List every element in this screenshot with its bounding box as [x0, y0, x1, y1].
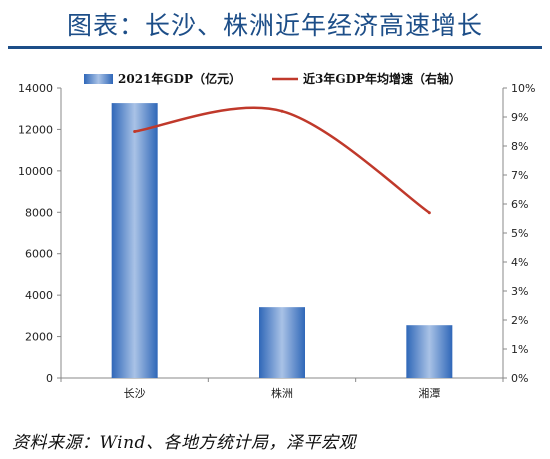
growth-point-1	[280, 109, 284, 113]
left-y-axis: 0 2000 4000 6000 8000 10000 12000 14000	[18, 82, 62, 385]
legend-bar-label: 2021年GDP（亿元）	[118, 71, 241, 86]
legend-line-label: 近3年GDP年均增速（右轴）	[303, 71, 461, 86]
x-tick-label: 株洲	[271, 386, 293, 400]
right-tick-label: 7%	[511, 169, 528, 182]
growth-point-2	[427, 211, 431, 215]
figure-title: 图表：长沙、株洲近年经济高速增长	[66, 11, 483, 40]
left-tick-label: 12000	[18, 123, 53, 136]
right-tick-label: 9%	[511, 111, 528, 124]
right-tick-label: 10%	[511, 82, 535, 95]
bar-series	[111, 103, 453, 379]
right-tick-label: 6%	[511, 198, 528, 211]
right-tick-label: 5%	[511, 227, 528, 240]
right-tick-label: 4%	[511, 256, 528, 269]
left-tick-label: 2000	[25, 331, 53, 344]
x-tick-label: 长沙	[124, 387, 146, 400]
bar-1	[259, 307, 305, 378]
title-rule	[8, 46, 542, 49]
left-tick-label: 6000	[25, 248, 53, 261]
line-series	[133, 106, 431, 215]
left-tick-label: 0	[46, 372, 53, 385]
bar-0	[111, 103, 158, 379]
right-tick-label: 3%	[511, 285, 528, 298]
growth-line	[134, 106, 431, 214]
source-note: 资料来源：Wind、各地方统计局，泽平宏观	[12, 433, 356, 453]
legend: 2021年GDP（亿元） 近3年GDP年均增速（右轴）	[84, 71, 461, 86]
x-axis: 长沙 株洲 湘潭	[60, 377, 504, 400]
bar-2	[406, 325, 453, 378]
right-tick-label: 0%	[511, 372, 528, 385]
right-tick-label: 1%	[511, 343, 528, 356]
left-tick-label: 4000	[25, 289, 53, 302]
growth-point-0	[133, 130, 137, 133]
right-tick-label: 2%	[511, 314, 528, 327]
right-tick-label: 8%	[511, 140, 528, 153]
left-tick-label: 14000	[18, 82, 53, 95]
left-tick-label: 10000	[18, 165, 53, 178]
left-tick-label: 8000	[25, 206, 53, 219]
right-y-axis: 0% 1% 2% 3% 4% 5% 6% 7% 8% 9% 10%	[502, 82, 535, 385]
x-tick-label: 湘潭	[418, 386, 440, 400]
legend-bar-swatch	[84, 74, 113, 84]
